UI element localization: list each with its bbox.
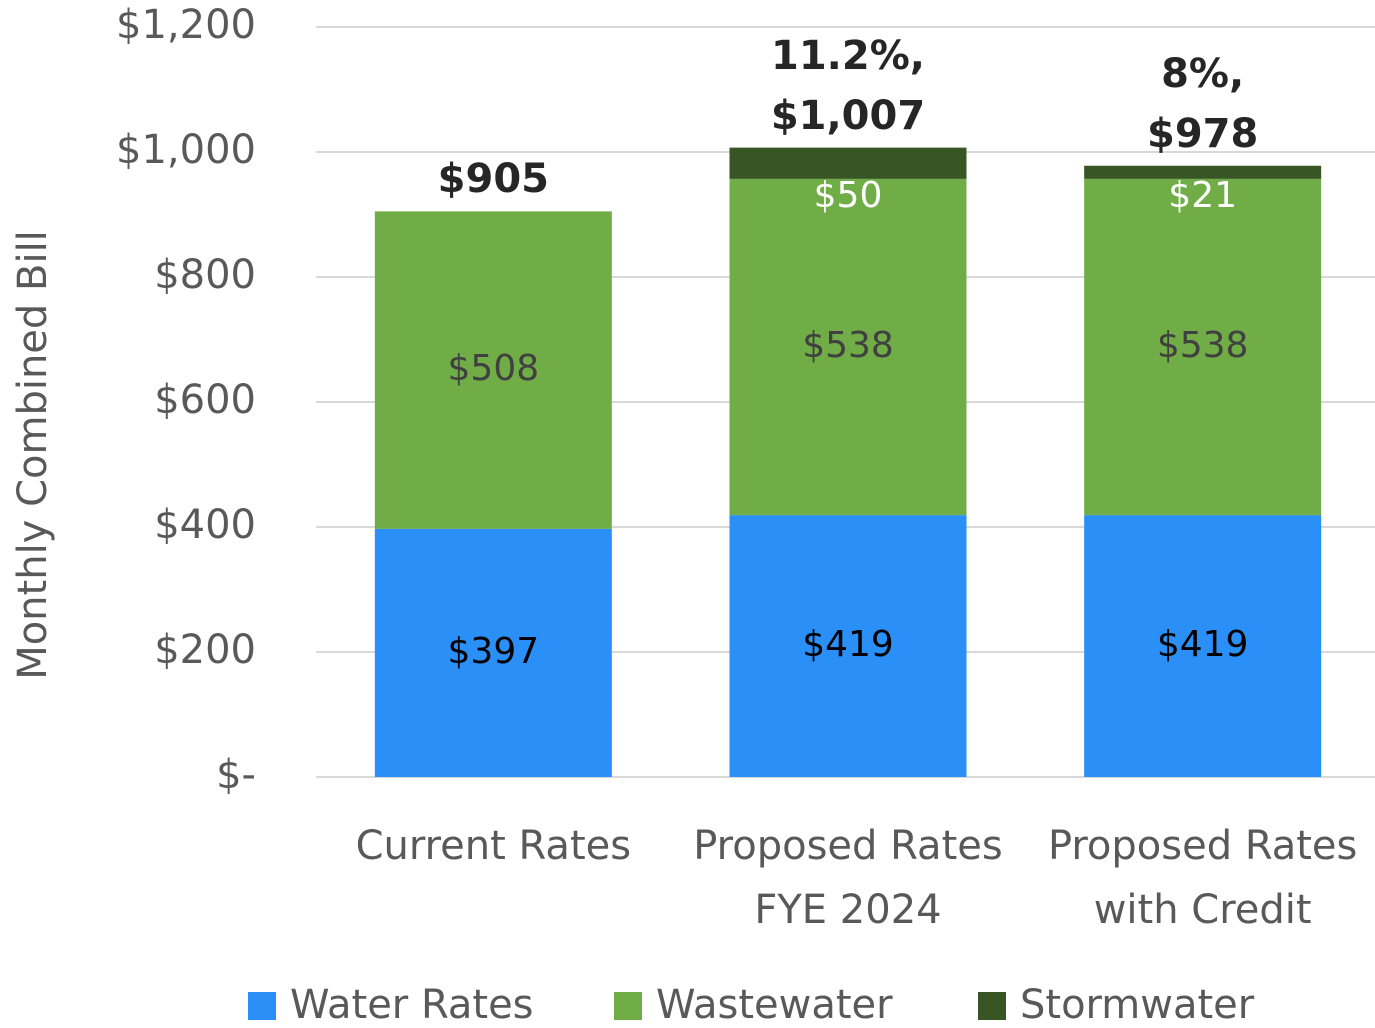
y-tick-label: $600 — [154, 377, 256, 423]
value-label: $419 — [1157, 624, 1249, 665]
y-axis-title: Monthly Combined Bill — [10, 230, 56, 680]
legend-label: Stormwater — [1020, 982, 1255, 1028]
bar-segment — [1084, 515, 1322, 777]
legend-swatch — [248, 992, 276, 1020]
value-label: $21 — [1168, 175, 1237, 216]
value-label: $419 — [802, 624, 894, 665]
x-tick-label: Proposed Rates with Credit — [1047, 823, 1358, 933]
y-tick-label: $1,000 — [116, 127, 256, 173]
total-label: 11.2%, $1,007 — [770, 32, 926, 139]
value-label: $50 — [814, 175, 883, 216]
value-label: $538 — [1157, 325, 1249, 366]
bar-segment — [374, 211, 612, 529]
y-tick-label: $400 — [154, 502, 256, 548]
bar-segment — [729, 515, 967, 777]
legend-label: Water Rates — [290, 982, 534, 1028]
legend-label: Wastewater — [656, 982, 893, 1028]
value-label: $538 — [802, 325, 894, 366]
bar-segment — [1084, 165, 1322, 179]
bar-segment — [729, 178, 967, 516]
bar-segment — [374, 528, 612, 777]
total-label: $905 — [437, 156, 549, 203]
y-tick-label: $1,200 — [116, 2, 256, 48]
legend-swatch — [614, 992, 642, 1020]
y-tick-label: $800 — [154, 252, 256, 298]
value-label: $508 — [448, 348, 540, 389]
total-label: 8%, $978 — [1146, 50, 1259, 157]
value-label: $397 — [448, 631, 540, 672]
y-tick-label: $200 — [154, 627, 256, 673]
x-tick-label: Proposed Rates FYE 2024 — [693, 823, 1003, 933]
x-tick-label: Current Rates — [355, 823, 632, 869]
bar-segment — [1084, 178, 1322, 516]
y-tick-label: $- — [216, 752, 256, 798]
bar-segment — [729, 147, 967, 179]
legend-swatch — [978, 992, 1006, 1020]
